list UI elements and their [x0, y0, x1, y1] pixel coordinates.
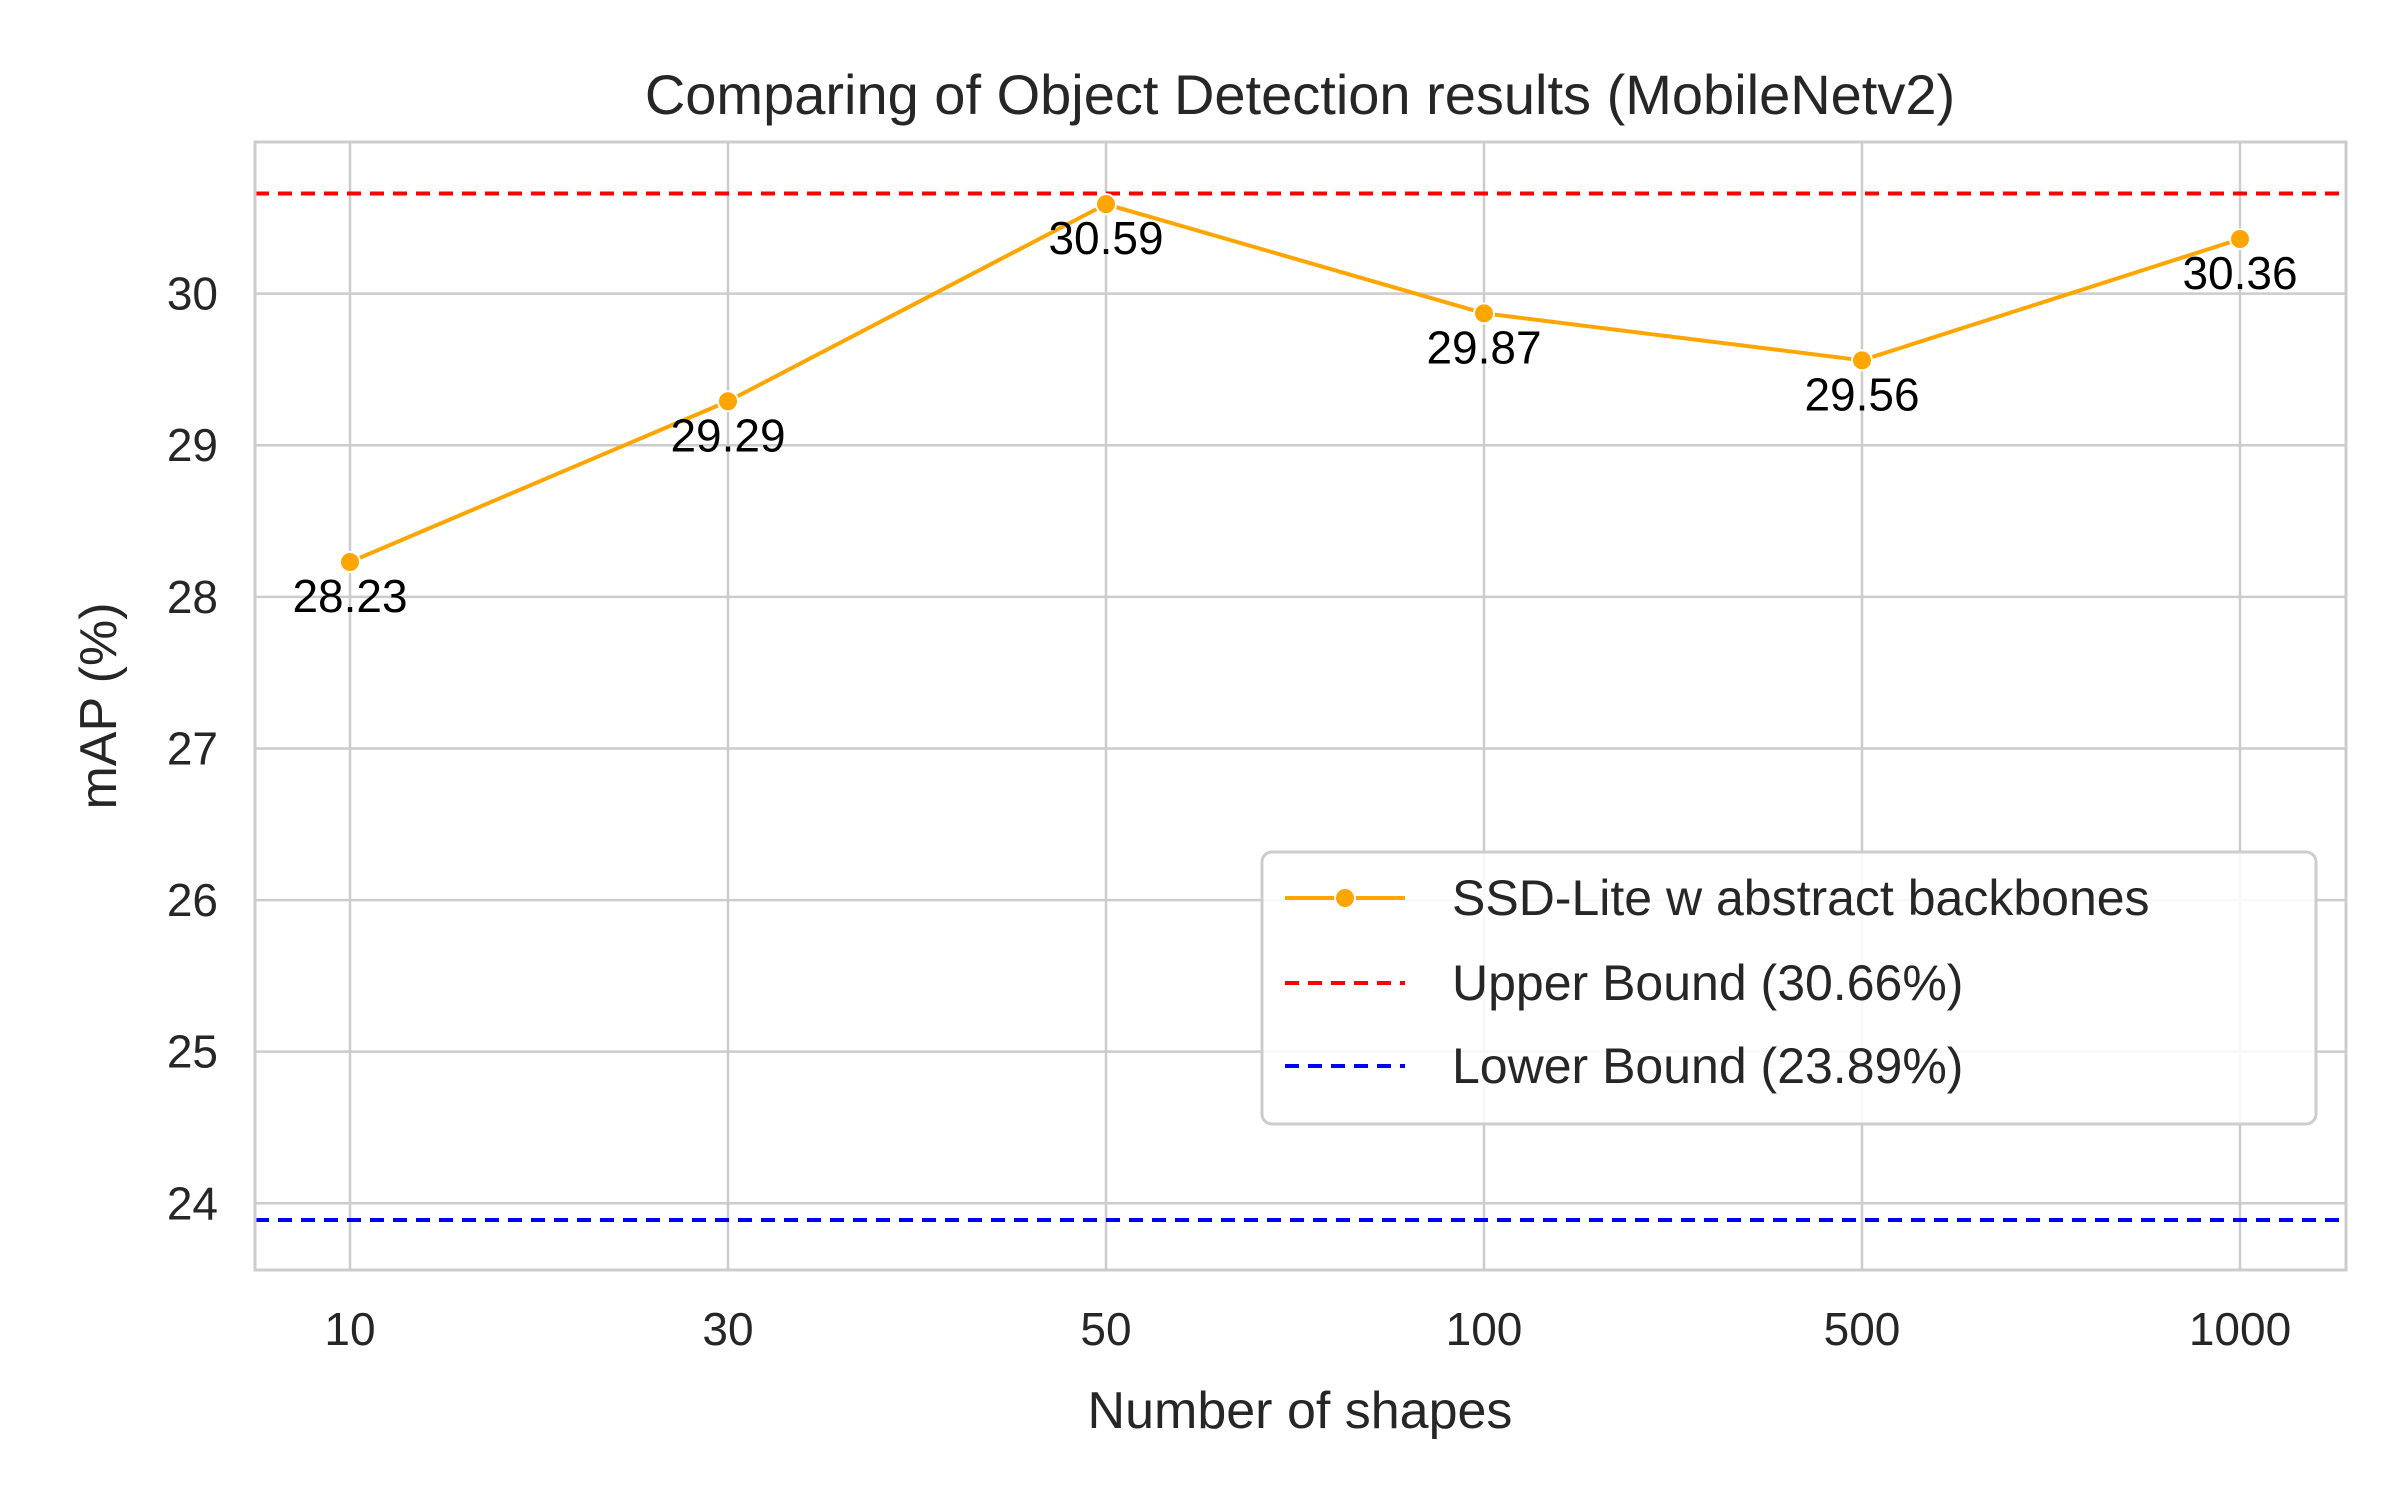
data-point [717, 390, 739, 413]
legend-upper-bound-label: Upper Bound (30.66%) [1452, 955, 1963, 1011]
data-label: 29.29 [670, 409, 785, 461]
x-axis-label: Number of shapes [1088, 1382, 1513, 1440]
data-point [2229, 228, 2251, 251]
y-tick-label: 27 [167, 722, 218, 774]
y-tick-label: 30 [167, 268, 218, 320]
legend-series-label: SSD-Lite w abstract backbones [1452, 870, 2150, 926]
legend-box [1260, 850, 2318, 1126]
x-tick-label: 1000 [2189, 1303, 2291, 1355]
legend-series-marker [1334, 887, 1356, 909]
data-point [1095, 193, 1117, 216]
x-tick-label: 100 [1446, 1303, 1523, 1355]
data-point [339, 550, 361, 573]
x-tick-label: 500 [1824, 1303, 1901, 1355]
data-point [1473, 302, 1495, 325]
x-tick-label: 10 [324, 1303, 375, 1355]
data-label: 30.36 [2182, 247, 2297, 299]
data-label: 28.23 [292, 570, 407, 622]
legend-item-upper-bound: Upper Bound (30.66%) [1285, 955, 1963, 1011]
x-tick-label: 30 [702, 1303, 753, 1355]
legend-lower-bound-label: Lower Bound (23.89%) [1452, 1038, 1963, 1094]
data-labels: 28.23 29.29 30.59 29.87 29.56 30.36 [292, 212, 2297, 622]
legend: SSD-Lite w abstract backbones Upper Boun… [1260, 850, 2318, 1126]
data-label: 30.59 [1048, 212, 1163, 264]
series [339, 193, 2251, 573]
y-tick-label: 29 [167, 419, 218, 471]
legend-item-lower-bound: Lower Bound (23.89%) [1285, 1038, 1963, 1094]
x-tick-label: 50 [1080, 1303, 1131, 1355]
reference-lines [255, 191, 2346, 1222]
ticks: 24 25 26 27 28 29 30 10 30 50 100 500 1000 [167, 268, 2291, 1355]
series-line [349, 202, 2241, 564]
legend-item-series: SSD-Lite w abstract backbones [1285, 870, 2150, 926]
chart-title: Comparing of Object Detection results (M… [645, 63, 1955, 126]
data-label: 29.87 [1426, 321, 1541, 373]
y-tick-label: 25 [167, 1026, 218, 1078]
plot-frame [253, 140, 2348, 1272]
data-point [1851, 349, 1873, 372]
y-tick-label: 28 [167, 571, 218, 623]
y-tick-label: 24 [167, 1177, 218, 1229]
y-tick-label: 26 [167, 874, 218, 926]
data-label: 29.56 [1804, 368, 1919, 420]
y-axis-label: mAP (%) [70, 602, 128, 809]
